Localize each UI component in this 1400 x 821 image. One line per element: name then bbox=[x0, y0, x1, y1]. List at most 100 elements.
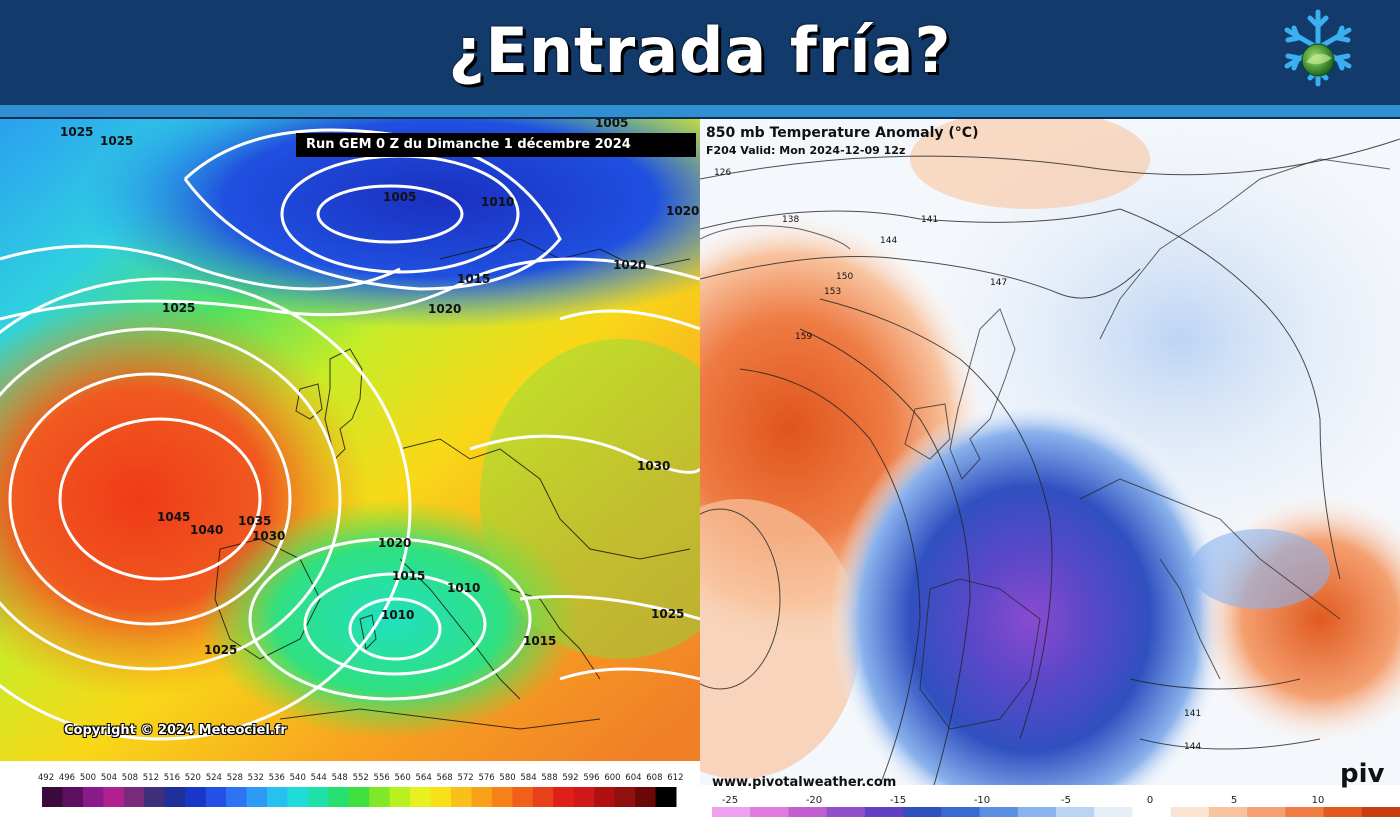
colorbar-swatch bbox=[491, 787, 513, 807]
temperature-anomaly-field: 126 138 141 144 147 150 153 159 141 144 … bbox=[700, 119, 1400, 817]
colorbar-tick-label: 524 bbox=[206, 773, 222, 783]
pivotal-brand-logo: piv bbox=[1340, 759, 1385, 789]
colorbar-swatch bbox=[266, 787, 288, 807]
isobar-label: 1020 bbox=[666, 204, 699, 218]
map-valid-time: F204 Valid: Mon 2024-12-09 12z bbox=[706, 144, 906, 157]
colorbar-tick-label: 552 bbox=[353, 773, 369, 783]
colorbar-swatch bbox=[185, 787, 207, 807]
colorbar-swatch bbox=[246, 787, 268, 807]
colorbar-swatch bbox=[903, 807, 942, 817]
isobar-label: 1045 bbox=[157, 510, 190, 524]
contour-label: 159 bbox=[795, 332, 812, 342]
colorbar-tick-label: -20 bbox=[806, 795, 822, 806]
colorbar-tick-label: 532 bbox=[248, 773, 264, 783]
colorbar-swatch bbox=[614, 787, 636, 807]
model-run-label: Run GEM 0 Z du Dimanche 1 décembre 2024 bbox=[296, 133, 696, 157]
colorbar-tick-label: 540 bbox=[290, 773, 306, 783]
colorbar-tick-label: 520 bbox=[185, 773, 201, 783]
colorbar-swatch bbox=[205, 787, 227, 807]
isobar-label: 1005 bbox=[383, 190, 416, 204]
colorbar-tick-label: 600 bbox=[604, 773, 620, 783]
isobar-label: 1010 bbox=[447, 581, 480, 595]
geopotential-colorbar: 492 496 500 504 508 512 516 520 524 528 532 536 540 5… bbox=[38, 773, 683, 807]
colorbar-tick-label: 588 bbox=[541, 773, 557, 783]
isobar-label: 1025 bbox=[651, 607, 684, 621]
colorbar-tick-label: 496 bbox=[59, 773, 75, 783]
colorbar-swatch bbox=[307, 787, 329, 807]
colorbar-swatch bbox=[655, 787, 677, 807]
contour-label: 144 bbox=[880, 236, 897, 246]
isobar-label: 1030 bbox=[637, 459, 670, 473]
colorbar-tick-label: 516 bbox=[164, 773, 180, 783]
colorbar-tick-label: 592 bbox=[562, 773, 578, 783]
colorbar-tick-label: 608 bbox=[646, 773, 662, 783]
colorbar-swatch bbox=[1208, 807, 1248, 817]
colorbar-tick-label: 544 bbox=[311, 773, 327, 783]
temperature-anomaly-map: 126 138 141 144 147 150 153 159 141 144 … bbox=[700, 119, 1400, 817]
colorbar-swatch bbox=[389, 787, 411, 807]
colorbar-swatch bbox=[594, 787, 616, 807]
anomaly-colorbar: -25 -20 -15 -10 -5 0 5 10 bbox=[712, 795, 1400, 817]
colorbar-swatch bbox=[164, 787, 186, 807]
colorbar-tick-label: 564 bbox=[416, 773, 432, 783]
copyright-text: Copyright © 2024 Meteociel.fr bbox=[64, 723, 287, 738]
colorbar-swatch bbox=[82, 787, 104, 807]
colorbar-tick-label: -25 bbox=[722, 795, 738, 806]
colorbar-swatch bbox=[430, 787, 452, 807]
colorbar-tick-label: 556 bbox=[374, 773, 390, 783]
colorbar-tick-label: -15 bbox=[890, 795, 906, 806]
contour-label: 126 bbox=[714, 168, 731, 178]
isobar-label: 1035 bbox=[238, 514, 271, 528]
contour-label: 144 bbox=[1184, 742, 1201, 752]
colorbar-tick-label: 604 bbox=[625, 773, 641, 783]
isobar-label: 1020 bbox=[428, 302, 461, 316]
colorbar-tick-label: 576 bbox=[478, 773, 494, 783]
colorbar-swatch bbox=[42, 787, 63, 807]
colorbar-swatch bbox=[369, 787, 391, 807]
colorbar-tick-label: 612 bbox=[667, 773, 683, 783]
colorbar-swatch bbox=[788, 807, 828, 817]
colorbar-swatch bbox=[532, 787, 554, 807]
colorbar-tick-label: -10 bbox=[974, 795, 990, 806]
colorbar-swatch bbox=[1056, 807, 1095, 817]
colorbar-swatch bbox=[941, 807, 981, 817]
colorbar-swatch bbox=[573, 787, 595, 807]
colorbar-swatch bbox=[864, 807, 904, 817]
contour-label: 141 bbox=[921, 215, 938, 225]
isobar-label: 1025 bbox=[60, 125, 93, 139]
snowflake-logo-icon bbox=[1284, 9, 1352, 87]
colorbar-swatch bbox=[1323, 807, 1363, 817]
colorbar-swatch bbox=[471, 787, 493, 807]
colorbar-tick-label: 5 bbox=[1231, 795, 1237, 806]
colorbar-swatch bbox=[826, 807, 866, 817]
colorbar-tick-label: 504 bbox=[101, 773, 117, 783]
colorbar-swatch bbox=[328, 787, 350, 807]
colorbar-swatch bbox=[979, 807, 1019, 817]
colorbar-swatch bbox=[1094, 807, 1133, 817]
contour-label: 153 bbox=[824, 287, 841, 297]
colorbar-tick-label: 528 bbox=[227, 773, 243, 783]
colorbar-swatch bbox=[750, 807, 789, 817]
contour-label: 141 bbox=[1184, 709, 1201, 719]
colorbar-swatch bbox=[287, 787, 309, 807]
colorbar-tick-label: 0 bbox=[1147, 795, 1153, 806]
colorbar-tick-label: 508 bbox=[122, 773, 138, 783]
colorbar-swatch bbox=[712, 807, 751, 817]
colorbar-tick-label: 512 bbox=[143, 773, 159, 783]
colorbar-tick-label: 584 bbox=[520, 773, 536, 783]
isobar-label: 1025 bbox=[204, 643, 237, 657]
geopotential-field: 1025 1025 1005 1005 1010 1020 1020 1015 … bbox=[0, 119, 700, 761]
colorbar-swatch bbox=[62, 787, 84, 807]
colorbar-swatch bbox=[553, 787, 575, 807]
colorbar-swatch bbox=[226, 787, 248, 807]
isobar-label: 1005 bbox=[595, 119, 628, 130]
isobar-label: 1010 bbox=[381, 608, 414, 622]
geopotential-legend: 492 496 500 504 508 512 516 520 524 528 532 536 540 5… bbox=[0, 761, 700, 817]
isobar-label: 1010 bbox=[481, 195, 514, 209]
colorbar-swatch bbox=[451, 787, 472, 807]
isobar-label: 1025 bbox=[100, 134, 133, 148]
banner-title: ¿Entrada fría? bbox=[448, 14, 952, 87]
colorbar-tick-label: 548 bbox=[332, 773, 348, 783]
isobar-label: 1015 bbox=[392, 569, 425, 583]
isobar-label: 1015 bbox=[457, 272, 490, 286]
